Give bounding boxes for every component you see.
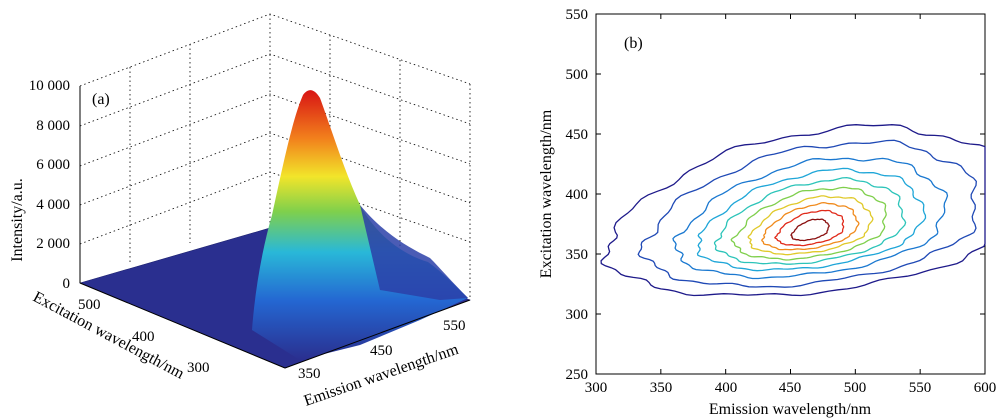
surface-peak-shoulder <box>360 205 468 300</box>
surface-panel-label: (a) <box>92 91 110 108</box>
y-tick-label: 300 <box>566 307 589 323</box>
contour-y-ticks: 250 300 350 400 450 500 550 <box>566 7 589 383</box>
surface-y-ticks: 300 400 500 <box>78 297 210 376</box>
surface-axis-emission <box>284 299 471 369</box>
contour-level-line <box>713 176 907 265</box>
y-tick-label: 350 <box>566 247 589 263</box>
surface-z-ticks: 0 2 000 4 000 6 000 8 000 10 000 <box>29 78 70 292</box>
contour-level-line <box>696 167 927 272</box>
z-tick-label: 2 000 <box>36 236 70 252</box>
y-tick-label: 500 <box>566 67 589 83</box>
surface-peak <box>252 90 468 360</box>
contour-y-axis-label: Excitation wavelength/nm <box>538 109 555 278</box>
x-tick-label: 450 <box>779 380 802 396</box>
contour-levels <box>600 124 986 297</box>
surface-z-axis-label: Intensity/a.u. <box>9 178 26 262</box>
contour-level-line <box>747 195 874 256</box>
x-tick-label: 350 <box>298 366 321 382</box>
y-tick-label: 300 <box>187 360 210 376</box>
contour-x-ticks: 300 350 400 450 500 550 600 <box>585 380 997 396</box>
contour-level-line <box>761 201 860 251</box>
contour-level-line <box>672 157 949 280</box>
surface-x-ticks: 350 450 550 <box>298 318 466 382</box>
surface-axis-excitation <box>79 282 286 369</box>
x-tick-label: 400 <box>715 380 738 396</box>
x-tick-label: 300 <box>585 380 608 396</box>
x-tick-label: 350 <box>650 380 673 396</box>
y-tick-label: 400 <box>132 329 155 345</box>
contour-level-line <box>774 209 845 247</box>
x-tick-label: 600 <box>974 380 997 396</box>
contour-level-line <box>637 139 977 288</box>
y-tick-label: 400 <box>566 187 589 203</box>
z-tick-label: 4 000 <box>36 197 70 213</box>
y-tick-label: 550 <box>566 7 589 23</box>
y-tick-label: 500 <box>78 297 101 313</box>
z-tick-label: 6 000 <box>36 157 70 173</box>
z-tick-label: 0 <box>63 276 71 292</box>
contour-level-line <box>790 218 830 242</box>
contour-chart: (b) 300 350 400 450 500 550 600 250 300 … <box>538 7 996 418</box>
contour-plot-frame <box>595 13 986 375</box>
contour-tick-marks <box>595 13 986 375</box>
x-tick-label: 500 <box>844 380 867 396</box>
x-tick-label: 550 <box>909 380 932 396</box>
y-tick-label: 250 <box>566 367 589 383</box>
z-tick-label: 10 000 <box>29 78 70 94</box>
contour-level-line <box>600 124 986 297</box>
contour-x-axis-label: Emission wavelength/nm <box>709 401 872 418</box>
surface-chart: (a) 0 2 000 4 000 6 000 8 000 10 000 300… <box>9 13 471 410</box>
contour-panel-label: (b) <box>624 35 643 52</box>
x-tick-label: 550 <box>443 318 466 334</box>
contour-level-line <box>730 186 887 261</box>
y-tick-label: 450 <box>566 127 589 143</box>
z-tick-label: 8 000 <box>36 118 70 134</box>
x-tick-label: 450 <box>370 343 393 359</box>
